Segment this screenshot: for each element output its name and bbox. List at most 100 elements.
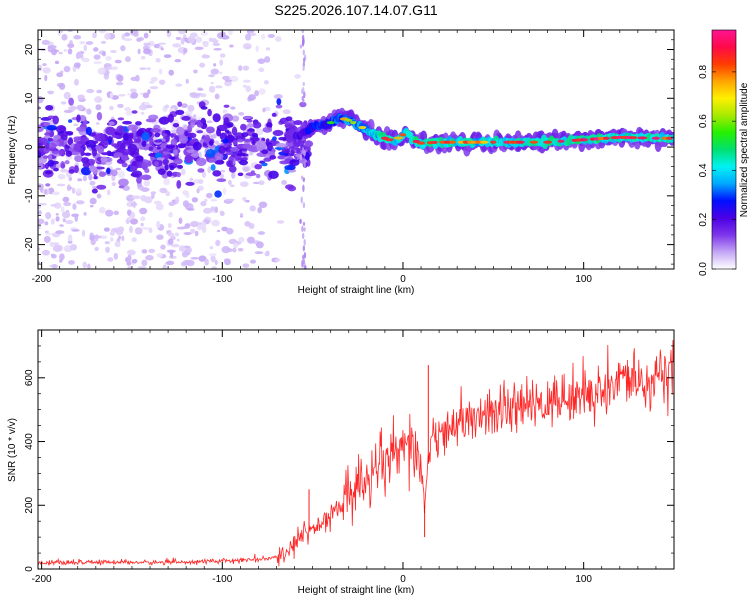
spectral-blob (76, 126, 87, 132)
spectral-blob (250, 170, 255, 174)
spectral-blob (38, 64, 43, 72)
colorbar-tick-label: 0.2 (698, 212, 709, 226)
spectral-blob (51, 254, 57, 259)
spectral-blob (150, 76, 158, 82)
spectral-blob (290, 149, 295, 157)
spectral-blob (203, 134, 211, 144)
spectral-blob (96, 111, 103, 121)
spectral-blob (186, 207, 195, 211)
spectral-blob (201, 221, 206, 227)
spectral-blob (111, 181, 117, 187)
spectral-blob (170, 138, 178, 147)
spectral-blob (184, 111, 193, 116)
spectral-blob (125, 257, 129, 263)
spectral-blob (140, 174, 152, 181)
spectral-blob (118, 185, 125, 189)
spectral-blob (116, 125, 125, 134)
spectral-blob (195, 36, 203, 43)
spectral-blob (164, 104, 170, 109)
spectral-blob (136, 176, 142, 184)
spectral-blob (68, 169, 75, 174)
spectral-blob (172, 149, 178, 156)
spectral-blob (299, 44, 303, 49)
spectral-blob (138, 104, 148, 111)
spectral-blob (115, 81, 124, 86)
spectral-blob (76, 51, 84, 59)
spectral-blob (579, 138, 589, 142)
spectral-blob (147, 160, 152, 167)
spectral-blob (262, 126, 273, 133)
spectral-blob (257, 58, 266, 64)
spectral-blob (127, 266, 133, 269)
spectral-blob (195, 157, 207, 167)
spectral-blob (134, 227, 143, 235)
spectral-blob (92, 32, 97, 39)
spectral-blob (303, 161, 306, 169)
spectral-blob (178, 245, 186, 252)
spectral-blob (38, 150, 42, 159)
spectral-blob (185, 247, 192, 253)
spectral-blob (91, 148, 98, 157)
spectral-blob (109, 66, 119, 70)
spectral-blob (166, 30, 172, 38)
spectral-blob (130, 91, 139, 99)
spectral-blob (200, 31, 209, 36)
spectral-blob (231, 172, 236, 179)
spectral-blob (213, 47, 222, 51)
spectral-blob (172, 123, 180, 128)
spectral-blob (269, 151, 276, 156)
spectral-blob (165, 144, 176, 149)
spectral-blob (182, 190, 189, 196)
spectral-blob (175, 36, 182, 41)
spectral-blob (294, 74, 301, 79)
spectral-blob (118, 93, 126, 97)
spectral-blob (350, 121, 357, 125)
spectral-blob (106, 189, 111, 196)
spectral-blob (67, 234, 73, 242)
spectral-blob (125, 110, 133, 116)
spectral-blob (141, 249, 148, 254)
spectral-blob (204, 198, 208, 202)
spectral-blob (55, 212, 59, 216)
spectral-blob (238, 65, 243, 71)
spectral-blob (113, 210, 119, 216)
spectral-blob (106, 66, 112, 71)
spectral-blob (180, 37, 185, 45)
spectral-blob (208, 74, 215, 78)
spectral-blob (101, 152, 111, 156)
spectral-blob (122, 120, 133, 125)
spectral-blob (98, 206, 106, 214)
y-tick-label: 10 (24, 92, 35, 104)
spectral-blob (181, 103, 188, 109)
spectral-blob (127, 143, 138, 153)
spectral-blob (105, 56, 112, 61)
spectral-blob (59, 224, 64, 227)
spectral-blob (38, 203, 42, 210)
spectral-blob (63, 109, 73, 113)
spectral-blob (61, 34, 68, 41)
spectral-blob (194, 230, 199, 237)
spectral-blob (38, 223, 42, 230)
spectral-blob (214, 152, 224, 161)
spectral-blob (131, 237, 137, 243)
spectral-blob (156, 157, 165, 161)
spectral-blob (602, 136, 610, 140)
spectral-blob (303, 227, 306, 232)
spectral-blob (303, 238, 306, 246)
spectral-blob (65, 150, 73, 157)
spectral-blob (140, 222, 144, 227)
spectral-blob (229, 184, 235, 188)
spectral-blob (83, 211, 87, 216)
spectral-blob (190, 228, 196, 234)
spectral-blob (189, 92, 198, 98)
spectral-blob (63, 49, 68, 52)
y-tick-label: 400 (24, 433, 35, 450)
spectral-blob (98, 30, 107, 34)
spectral-blob (302, 202, 306, 209)
spectral-blob (223, 143, 230, 147)
spectral-blob (431, 140, 438, 145)
spectral-blob (83, 152, 92, 156)
spectral-blob (209, 246, 214, 250)
spectral-blob (91, 188, 98, 194)
colorbar-tick-label: 0.0 (698, 262, 709, 276)
